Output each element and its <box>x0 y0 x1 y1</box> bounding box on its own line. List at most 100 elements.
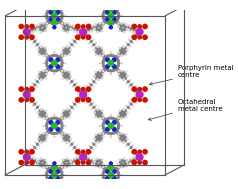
Circle shape <box>142 160 148 165</box>
Circle shape <box>44 23 47 26</box>
Circle shape <box>66 108 68 110</box>
Circle shape <box>81 87 86 92</box>
Circle shape <box>69 49 72 51</box>
Circle shape <box>107 69 110 72</box>
Circle shape <box>67 52 69 54</box>
Circle shape <box>138 93 141 96</box>
Circle shape <box>136 91 144 98</box>
Circle shape <box>38 1 42 5</box>
Circle shape <box>117 171 120 174</box>
Circle shape <box>98 164 102 167</box>
Circle shape <box>40 157 43 160</box>
Circle shape <box>126 138 129 141</box>
Circle shape <box>18 86 24 92</box>
Circle shape <box>136 153 144 161</box>
Circle shape <box>60 7 64 10</box>
Circle shape <box>117 14 120 17</box>
Circle shape <box>117 51 120 54</box>
Circle shape <box>102 131 106 134</box>
Circle shape <box>42 28 46 32</box>
Circle shape <box>99 25 104 29</box>
Circle shape <box>129 108 131 110</box>
Circle shape <box>76 37 79 40</box>
Circle shape <box>117 117 120 119</box>
Circle shape <box>138 30 141 33</box>
Circle shape <box>66 142 68 144</box>
Circle shape <box>131 88 133 91</box>
Circle shape <box>117 122 120 125</box>
Circle shape <box>131 24 137 29</box>
Circle shape <box>37 187 40 189</box>
Circle shape <box>39 51 42 55</box>
Circle shape <box>118 29 121 32</box>
Circle shape <box>94 70 97 73</box>
Circle shape <box>42 47 46 51</box>
Circle shape <box>125 116 128 119</box>
Circle shape <box>75 34 81 40</box>
Circle shape <box>69 160 72 163</box>
Circle shape <box>92 39 94 41</box>
Circle shape <box>137 24 142 29</box>
Circle shape <box>39 77 42 80</box>
Circle shape <box>101 6 104 9</box>
Circle shape <box>48 55 51 59</box>
Circle shape <box>102 180 106 183</box>
Circle shape <box>45 21 49 25</box>
Circle shape <box>64 161 66 164</box>
Circle shape <box>76 99 79 102</box>
Circle shape <box>53 51 56 54</box>
Circle shape <box>62 47 66 51</box>
Circle shape <box>40 160 42 163</box>
Circle shape <box>68 70 71 73</box>
Circle shape <box>134 161 136 163</box>
Circle shape <box>77 92 80 94</box>
Circle shape <box>64 115 68 119</box>
Circle shape <box>105 127 110 132</box>
Circle shape <box>119 47 123 51</box>
Circle shape <box>100 182 104 186</box>
Circle shape <box>128 148 130 150</box>
Circle shape <box>41 74 45 77</box>
Circle shape <box>49 169 54 174</box>
Circle shape <box>46 55 50 58</box>
Circle shape <box>129 146 133 149</box>
Circle shape <box>86 26 89 29</box>
Circle shape <box>66 51 70 55</box>
Circle shape <box>117 181 120 184</box>
Circle shape <box>93 49 96 51</box>
Circle shape <box>115 129 119 132</box>
Circle shape <box>117 132 120 135</box>
Circle shape <box>123 51 127 55</box>
Circle shape <box>62 115 65 119</box>
Circle shape <box>62 75 66 79</box>
Circle shape <box>30 158 34 161</box>
Circle shape <box>132 156 134 159</box>
Circle shape <box>132 31 134 33</box>
Circle shape <box>118 53 121 56</box>
Circle shape <box>38 23 40 26</box>
Circle shape <box>131 25 133 28</box>
Circle shape <box>98 74 101 77</box>
Circle shape <box>117 4 120 6</box>
Circle shape <box>94 26 98 30</box>
Circle shape <box>82 30 85 33</box>
Circle shape <box>88 31 91 33</box>
Circle shape <box>32 31 34 33</box>
Circle shape <box>25 93 28 96</box>
Circle shape <box>25 30 28 33</box>
Circle shape <box>118 2 122 6</box>
Circle shape <box>61 182 65 186</box>
Circle shape <box>62 133 65 136</box>
Circle shape <box>101 165 104 169</box>
Circle shape <box>79 153 87 161</box>
Circle shape <box>41 182 45 186</box>
Circle shape <box>116 21 120 25</box>
Circle shape <box>67 109 70 112</box>
Circle shape <box>95 134 99 138</box>
Circle shape <box>45 70 48 72</box>
Circle shape <box>81 149 86 154</box>
Circle shape <box>122 108 125 110</box>
Circle shape <box>99 72 104 76</box>
Circle shape <box>94 48 96 51</box>
Circle shape <box>128 101 130 104</box>
